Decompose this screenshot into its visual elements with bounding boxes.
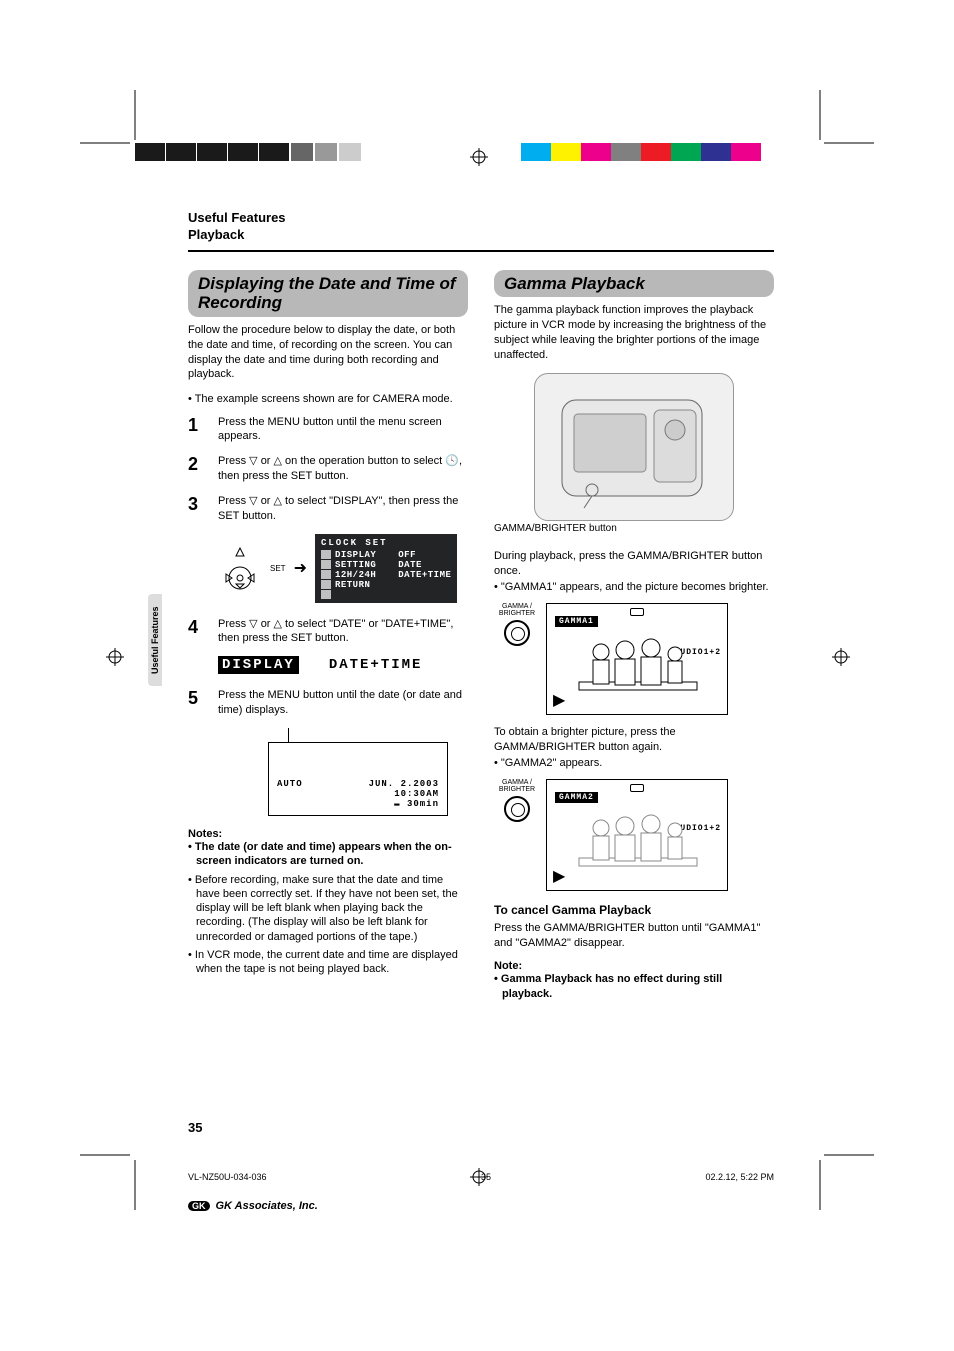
gk-badge-icon: GK: [188, 1201, 210, 1211]
right-note-heading: Note:: [494, 960, 774, 972]
page-number: 35: [188, 1120, 202, 1135]
camcorder-illustration: [534, 373, 734, 521]
footer-left: VL-NZ50U-034-036: [188, 1172, 267, 1182]
step-5-num: 5: [188, 688, 206, 718]
step-4: 4 Press ▽ or △ to select "DATE" or "DATE…: [188, 617, 468, 647]
gk-text: GK Associates, Inc.: [216, 1200, 318, 1212]
notes-heading: Notes:: [188, 828, 468, 840]
gk-associates: GK GK Associates, Inc.: [188, 1200, 318, 1212]
note-1: • The date (or date and time) appears wh…: [188, 840, 468, 869]
right-section-title: Gamma Playback: [494, 270, 774, 298]
header-rule: [188, 250, 774, 252]
lcd-figure: AUTO JUN. 2.2003 10:30AM ▬ 30min: [268, 728, 468, 816]
camcorder-caption: GAMMA/BRIGHTER button: [494, 523, 774, 535]
gamma1-screen: GAMMA1 AUDIO1+2 ▶: [546, 603, 728, 715]
osd-r0l: DISPLAY: [335, 550, 376, 560]
osd-icon: [321, 570, 331, 579]
step-4-text: Press ▽ or △ to select "DATE" or "DATE+T…: [218, 617, 468, 647]
step-5: 5 Press the MENU button until the date (…: [188, 688, 468, 718]
right-column: Gamma Playback The gamma playback functi…: [494, 270, 774, 1005]
registration-mark-left: [106, 648, 124, 666]
lcd-date: JUN. 2.2003: [369, 779, 439, 789]
obtain-text: To obtain a brighter picture, press the …: [494, 725, 774, 755]
left-column: Displaying the Date and Time of Recordin…: [188, 270, 468, 1005]
step-3: 3 Press ▽ or △ to select "DISPLAY", then…: [188, 494, 468, 524]
registration-mark-top: [470, 148, 488, 166]
step-2-text: Press ▽ or △ on the operation button to …: [218, 454, 468, 484]
osd-icon: [321, 590, 331, 599]
left-section-title: Displaying the Date and Time of Recordin…: [188, 270, 468, 317]
step-3-text: Press ▽ or △ to select "DISPLAY", then p…: [218, 494, 468, 524]
play-icon: ▶: [553, 866, 565, 886]
osd-icon: [321, 580, 331, 589]
lcd-batt: ▬ 30min: [369, 799, 439, 809]
step-1-num: 1: [188, 415, 206, 445]
lcd-auto: AUTO: [277, 779, 303, 809]
cancel-text: Press the GAMMA/BRIGHTER button until "G…: [494, 921, 774, 951]
display-bar: DISPLAY DATE+TIME: [218, 656, 468, 674]
gamma1-figure: GAMMA / BRIGHTER GAMMA1 AUDIO1+2 ▶: [494, 603, 774, 715]
osd-r1l: SETTING: [335, 560, 376, 570]
step-3-num: 3: [188, 494, 206, 524]
osd-r2r: DATE+TIME: [398, 570, 451, 580]
footer-center: 35: [481, 1172, 491, 1182]
gamma-btn-label: GAMMA / BRIGHTER: [494, 603, 540, 618]
during-bullet: • "GAMMA1" appears, and the picture beco…: [494, 580, 774, 594]
step-2: 2 Press ▽ or △ on the operation button t…: [188, 454, 468, 484]
grayscale-bars: [135, 143, 361, 161]
left-intro: Follow the procedure below to display th…: [188, 323, 468, 382]
gamma-btn-label: GAMMA / BRIGHTER: [494, 779, 540, 794]
step-2-num: 2: [188, 454, 206, 484]
cmyk-color-bars: [521, 143, 761, 161]
play-icon: ▶: [553, 690, 565, 710]
osd-menu: CLOCK SET DISPLAY OFF SETTING DATE 12H/24H…: [315, 534, 457, 603]
footer-right: 02.2.12, 5:22 PM: [705, 1172, 774, 1182]
display-value: DATE+TIME: [329, 657, 423, 673]
osd-r3l: RETURN: [335, 580, 370, 590]
osd-title: CLOCK SET: [321, 538, 451, 548]
left-example-note: • The example screens shown are for CAME…: [188, 392, 468, 406]
dpad-icon: [218, 546, 262, 590]
page-content: Useful Features Playback Displaying the …: [188, 210, 774, 1005]
right-note: • Gamma Playback has no effect during st…: [494, 972, 774, 1001]
step-1-text: Press the MENU button until the menu scr…: [218, 415, 468, 445]
gamma2-screen: GAMMA2 AUDIO1+2 ▶: [546, 779, 728, 891]
set-button-figure: SET ➜ CLOCK SET DISPLAY OFF SETTING DATE 1…: [218, 534, 468, 603]
gamma-button-icon: GAMMA / BRIGHTER: [494, 779, 540, 824]
step-1: 1 Press the MENU button until the menu s…: [188, 415, 468, 445]
osd-r2l: 12H/24H: [335, 570, 376, 580]
gamma-button-icon: GAMMA / BRIGHTER: [494, 603, 540, 648]
registration-mark-right: [832, 648, 850, 666]
side-tab: Useful Features: [148, 594, 162, 686]
gamma2-tag: GAMMA2: [555, 792, 598, 803]
obtain-bullet: • "GAMMA2" appears.: [494, 756, 774, 770]
gamma2-figure: GAMMA / BRIGHTER GAMMA2 AUDIO1+2 ▶: [494, 779, 774, 891]
osd-icon: [321, 560, 331, 569]
osd-r1r: DATE: [398, 560, 422, 570]
osd-icon: [321, 550, 331, 559]
gamma1-tag: GAMMA1: [555, 616, 598, 627]
step-4-num: 4: [188, 617, 206, 647]
step-5-text: Press the MENU button until the date (or…: [218, 688, 468, 718]
during-text: During playback, press the GAMMA/BRIGHTE…: [494, 549, 774, 579]
set-label: SET: [270, 564, 286, 573]
footer: VL-NZ50U-034-036 35 02.2.12, 5:22 PM: [188, 1172, 774, 1182]
lcd-time: 10:30AM: [369, 789, 439, 799]
note-2: • Before recording, make sure that the d…: [188, 873, 468, 944]
right-intro: The gamma playback function improves the…: [494, 303, 774, 362]
arrow-right-icon: ➜: [294, 558, 307, 578]
osd-r0r: OFF: [398, 550, 416, 560]
header-line-1: Useful Features: [188, 210, 774, 227]
note-3: • In VCR mode, the current date and time…: [188, 948, 468, 977]
display-label: DISPLAY: [218, 656, 299, 674]
header-line-2: Playback: [188, 227, 774, 244]
cancel-heading: To cancel Gamma Playback: [494, 903, 774, 917]
